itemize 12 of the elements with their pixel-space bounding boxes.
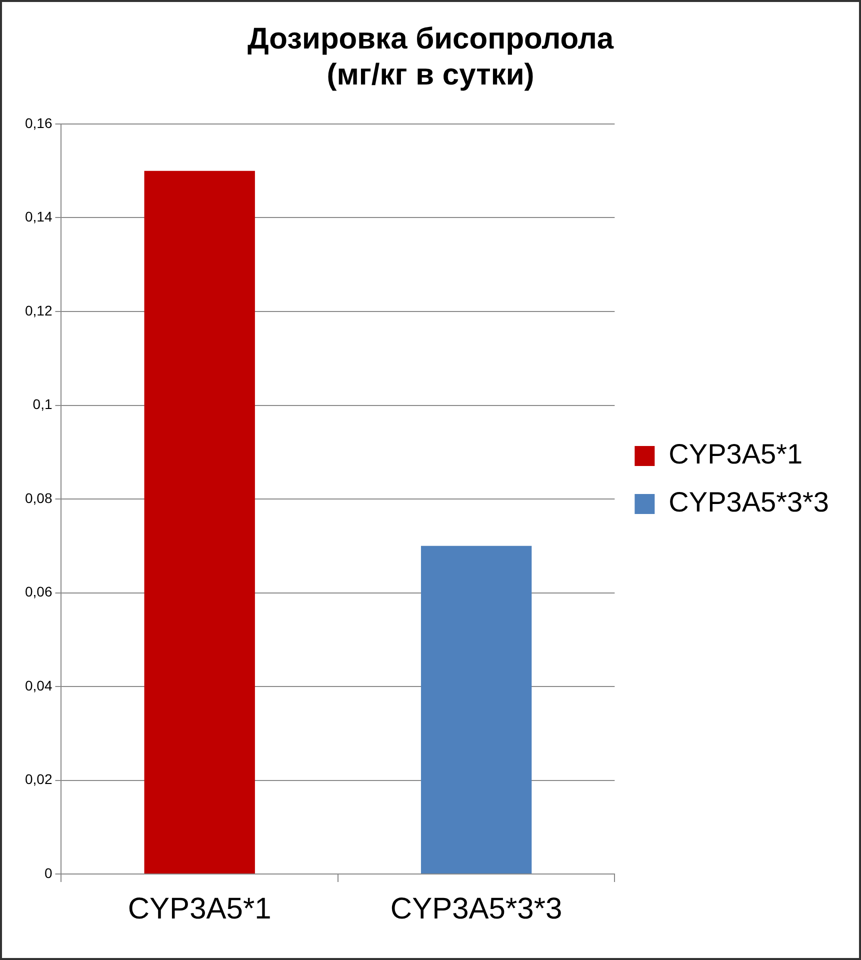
y-tick-label: 0,1: [32, 396, 52, 412]
y-tick-label: 0,16: [25, 114, 52, 131]
y-tick-label: 0,12: [25, 302, 52, 318]
y-tick-label: 0,08: [25, 490, 52, 506]
chart-title: Дозировка бисопролола (мг/кг в сутки): [247, 22, 614, 92]
legend-label: CYP3A5*1: [668, 438, 803, 470]
y-tick-label: 0,04: [25, 677, 52, 694]
y-tick-label: 0,14: [25, 208, 52, 225]
y-tick-label: 0,02: [25, 771, 52, 788]
y-tick-label: 0: [44, 864, 52, 881]
legend-label: CYP3A5*3*3: [668, 486, 830, 518]
y-tick-label: 0,06: [25, 584, 52, 600]
